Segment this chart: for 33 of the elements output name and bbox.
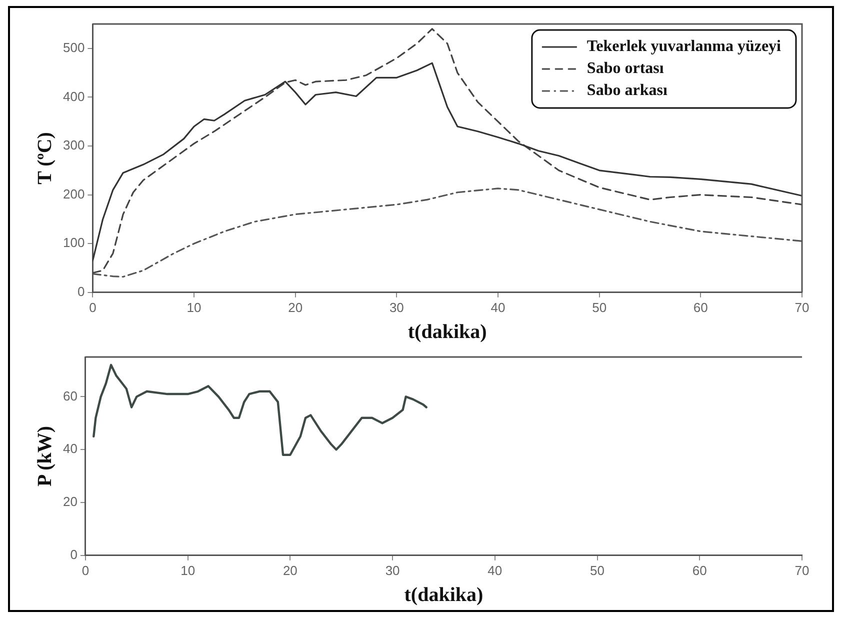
x-tick-label: 70 [794,300,810,315]
x-tick-label: 40 [488,562,502,578]
y-tick-label: 500 [62,40,85,55]
y-tick-label: 40 [62,441,78,456]
y-tick-label: 0 [77,284,85,299]
y-axis-title: P (kW) [34,426,56,486]
x-tick-label: 60 [692,562,707,578]
x-tick-label: 50 [590,562,605,578]
legend-label: Sabo arkası [586,82,668,100]
x-tick-label: 60 [693,300,708,315]
x-tick-label: 50 [592,300,607,315]
x-tick-label: 0 [89,300,96,315]
y-tick-label: 300 [62,138,85,153]
legend-label: Sabo ortası [586,60,664,78]
legend-label: Tekerlek yuvarlanma yüzeyi [586,38,782,56]
x-tick-label: 10 [186,300,202,315]
y-tick-label: 60 [62,388,78,404]
y-tick-label: 0 [70,546,78,562]
y-tick-label: 200 [62,186,85,202]
line-series [92,28,802,274]
x-tick-label: 30 [385,562,400,578]
x-tick-label: 40 [490,300,506,315]
x-tick-label: 70 [794,562,810,578]
y-tick-label: 20 [62,494,78,510]
x-axis-title: t(dakika) [404,584,484,606]
x-tick-label: 30 [389,300,404,315]
x-tick-label: 20 [288,300,303,315]
y-tick-label: 400 [62,88,85,104]
x-tick-label: 10 [180,562,196,578]
x-tick-label: 20 [282,562,298,578]
y-tick-label: 100 [62,235,85,250]
y-axis-title: T (ºC) [34,132,56,184]
x-axis-title: t(dakika) [408,321,487,344]
